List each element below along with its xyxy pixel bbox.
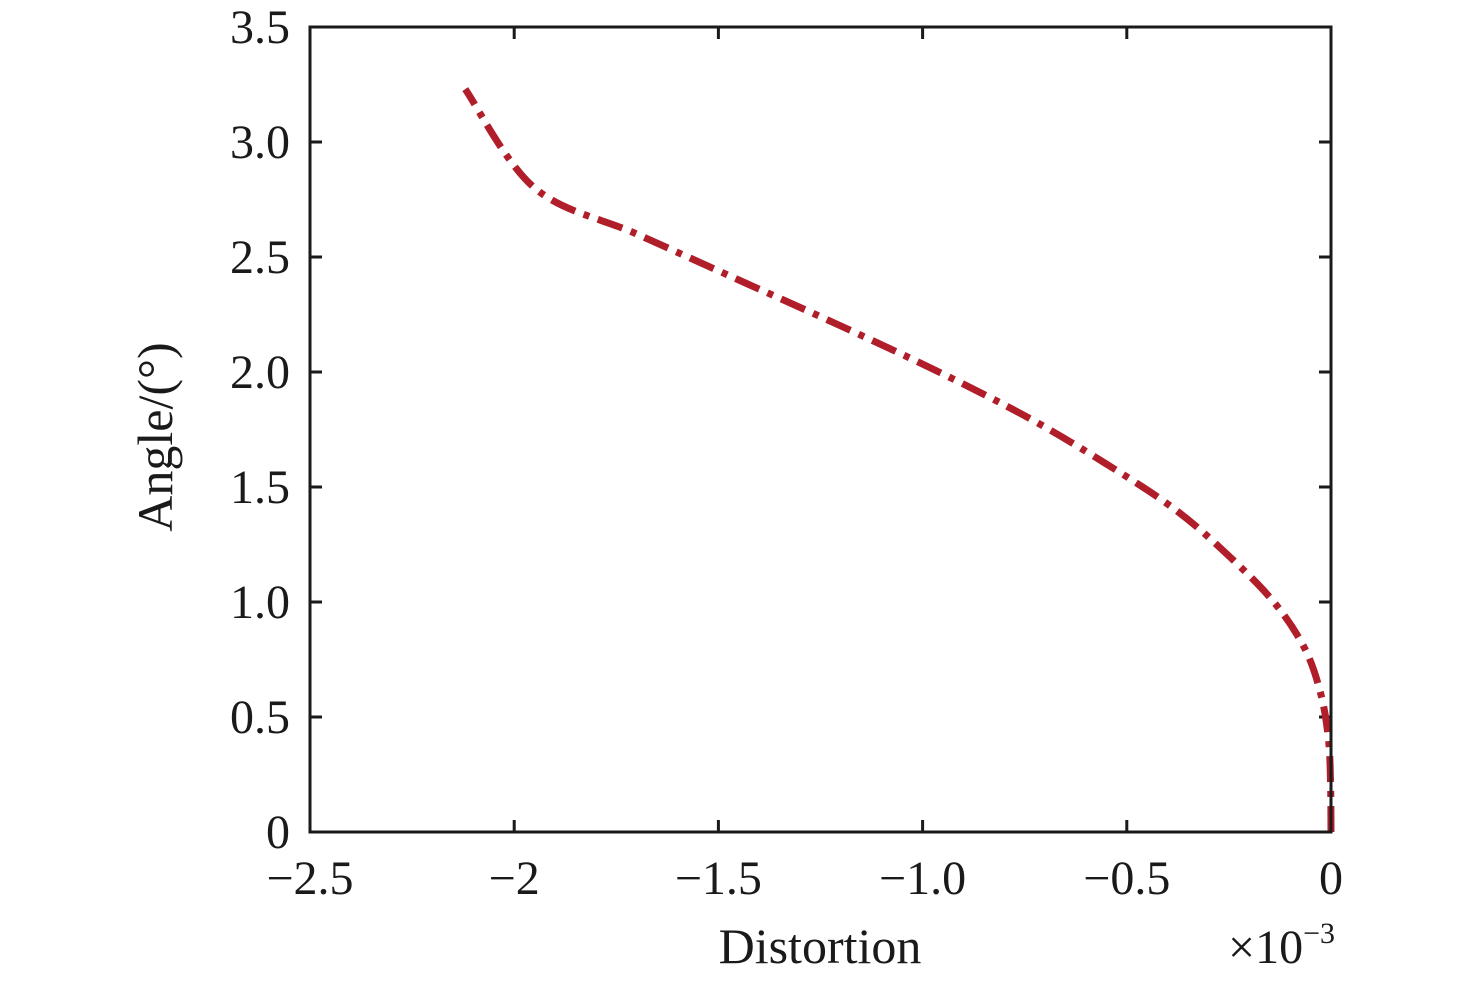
y-axis-ticks: 0 0.5 1.0 1.5 2.0 2.5 3.0 3.5 — [230, 1, 1331, 859]
y-tick-label: 1.5 — [230, 461, 290, 514]
x-tick-label: −2.5 — [266, 852, 353, 905]
y-tick-label: 2.0 — [230, 346, 290, 399]
x-axis-title: Distortion — [719, 918, 922, 974]
y-tick-label: 2.5 — [230, 231, 290, 284]
x-axis-multiplier: ×10−3 — [1228, 917, 1335, 974]
x-tick-label: −1.5 — [675, 852, 762, 905]
plot-frame — [308, 25, 1333, 834]
x-axis-ticks: −2.5 −2 −1.5 −1.0 −0.5 0 — [266, 27, 1343, 905]
x-tick-label: 0 — [1319, 852, 1343, 905]
distortion-curve — [462, 87, 1335, 833]
x-tick-label: −2 — [489, 852, 540, 905]
y-tick-label: 3.0 — [230, 116, 290, 169]
y-tick-label: 0 — [266, 806, 290, 859]
x-tick-label: −0.5 — [1083, 852, 1170, 905]
y-tick-label: 0.5 — [230, 691, 290, 744]
x-axis-multiplier-exponent: −3 — [1303, 917, 1335, 950]
y-axis-title: Angle/(°) — [127, 342, 183, 531]
x-axis-multiplier-base: ×10 — [1228, 921, 1303, 974]
y-tick-label: 1.0 — [230, 576, 290, 629]
series-layer — [462, 87, 1335, 833]
x-tick-label: −1.0 — [879, 852, 966, 905]
y-tick-label: 3.5 — [230, 1, 290, 54]
